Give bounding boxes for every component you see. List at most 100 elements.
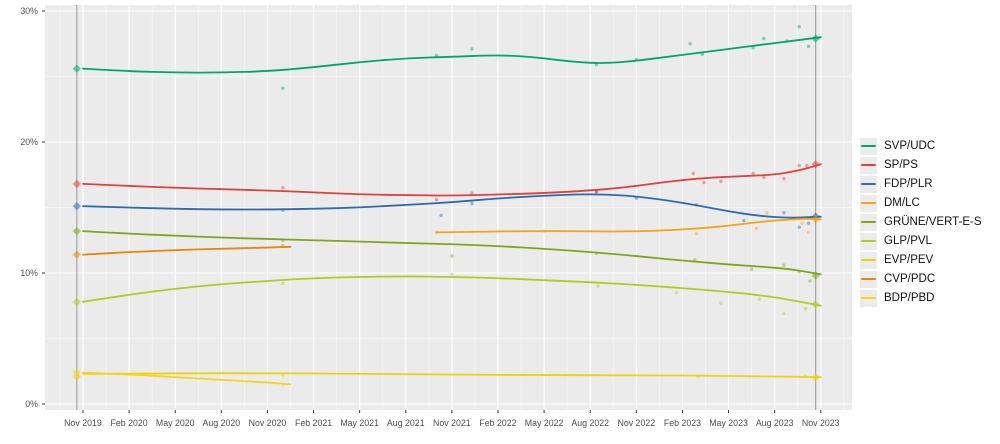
y-tick-label: 30%: [20, 6, 38, 16]
poll-point-fdp-plr: [594, 190, 599, 194]
legend-item-glp-pvl: GLP/PVL: [860, 232, 982, 250]
election-result-marker-svp-udc: [72, 64, 82, 73]
poll-point-svp-udc: [806, 44, 811, 49]
poll-point-dm-lc: [694, 232, 698, 236]
poll-point-sp-ps: [434, 197, 439, 202]
poll-point-sp-ps: [594, 190, 599, 194]
series-line-sp-ps: [82, 163, 822, 197]
election-result-marker-fdp-plr: [72, 201, 82, 211]
x-tick-label: May 2020: [156, 418, 195, 428]
x-tick-label: Aug 2021: [387, 418, 425, 428]
legend-key-line-icon: [860, 156, 877, 174]
poll-point-fdp-plr: [470, 201, 474, 206]
legend-key-line-icon: [860, 232, 877, 250]
x-tick-label: Nov 2022: [617, 418, 655, 428]
poll-point-glp-pvl: [803, 306, 808, 311]
poll-point-sp-ps: [719, 179, 723, 183]
legend-item-cvp-pdc: CVP/PDC: [860, 270, 982, 288]
legend-label: CVP/PDC: [884, 273, 936, 285]
x-tick-label: May 2022: [525, 418, 564, 428]
legend-label: BDP/PBD: [884, 292, 935, 304]
legend-item-evp-pev: EVP/PEV: [860, 251, 982, 269]
poll-point-svp-udc: [470, 47, 474, 51]
poll-point-sp-ps: [797, 163, 801, 168]
poll-point-glp-pvl: [596, 284, 600, 288]
poll-point-fdp-plr: [782, 211, 786, 215]
poll-point-glp-pvl: [757, 297, 761, 301]
legend-key-line-icon: [860, 137, 877, 155]
poll-point-dm-lc: [765, 211, 769, 215]
x-tick-label: Nov 2021: [433, 418, 471, 428]
poll-point-sp-ps: [281, 186, 285, 190]
legend-key-line-icon: [860, 175, 877, 193]
poll-point-gr-ne-vert-e-s: [782, 263, 786, 267]
poll-point-glp-pvl: [674, 290, 678, 295]
election-result-marker-gr-ne-vert-e-s: [811, 271, 820, 280]
legend-label: GRÜNE/VERT-E-S: [884, 216, 982, 228]
series-line-cvp-pdc: [82, 245, 292, 256]
legend-label: EVP/PEV: [884, 254, 934, 266]
legend-item-fdp-plr: FDP/PLR: [860, 175, 982, 193]
poll-point-svp-udc: [762, 36, 766, 41]
x-tick-label: Feb 2021: [295, 418, 332, 428]
election-result-marker-dm-lc: [811, 215, 820, 224]
series-line-gr-ne-vert-e-s: [82, 230, 822, 276]
poll-point-sp-ps: [691, 171, 695, 176]
election-result-marker-cvp-pdc: [72, 250, 82, 259]
poll-point-glp-pvl: [782, 311, 786, 316]
election-result-marker-bdp-pbd: [72, 368, 82, 377]
legend-item-svp-udc: SVP/UDC: [860, 137, 982, 155]
poll-point-gr-ne-vert-e-s: [749, 267, 754, 271]
x-tick-label: Aug 2020: [202, 418, 240, 428]
legend-label: GLP/PVL: [884, 235, 932, 247]
poll-point-svp-udc: [281, 86, 285, 91]
legend-key-line-icon: [860, 289, 877, 307]
x-tick-label: Feb 2022: [479, 418, 516, 428]
election-result-marker-glp-pvl: [72, 297, 82, 307]
series-line-svp-udc: [82, 36, 822, 74]
legend-key-line-icon: [860, 251, 877, 269]
poll-point-svp-udc: [688, 42, 692, 46]
poll-point-svp-udc: [751, 46, 755, 50]
x-tick-label: May 2023: [709, 418, 748, 428]
legend-label: FDP/PLR: [884, 178, 933, 190]
chart-legend: SVP/UDC SP/PS FDP/PLR DM/LC GRÜNE/VERT-E-S GL…: [860, 0, 982, 444]
election-result-marker-glp-pvl: [811, 300, 820, 309]
series-line-evp-pev: [82, 372, 822, 378]
y-tick-label: 20%: [20, 137, 38, 147]
poll-point-fdp-plr: [806, 221, 811, 225]
x-tick-label: Feb 2020: [111, 418, 148, 428]
poll-point-glp-pvl: [719, 301, 723, 305]
x-tick-label: Feb 2023: [664, 418, 701, 428]
election-result-marker-sp-ps: [811, 160, 820, 169]
legend-label: SP/PS: [884, 159, 918, 171]
series-line-fdp-plr: [82, 193, 822, 219]
poll-point-sp-ps: [751, 171, 755, 176]
poll-point-fdp-plr: [742, 218, 746, 223]
legend-key-line-icon: [860, 194, 877, 212]
x-tick-label: Nov 2019: [64, 418, 102, 428]
poll-point-glp-pvl: [450, 272, 454, 276]
legend-key-line-icon: [860, 213, 877, 231]
poll-point-svp-udc: [797, 25, 801, 29]
poll-point-gr-ne-vert-e-s: [450, 254, 454, 258]
poll-point-svp-udc: [434, 53, 439, 58]
legend-label: SVP/UDC: [884, 140, 936, 152]
election-result-marker-svp-udc: [811, 34, 820, 43]
poll-point-gr-ne-vert-e-s: [808, 279, 812, 283]
x-tick-label: Aug 2022: [571, 418, 609, 428]
poll-point-glp-pvl: [281, 281, 285, 286]
poll-point-sp-ps: [782, 177, 786, 181]
poll-point-sp-ps: [762, 175, 766, 180]
poll-point-sp-ps: [805, 163, 809, 168]
y-tick-label: 10%: [20, 268, 38, 278]
x-tick-label: Nov 2020: [249, 418, 287, 428]
legend-item-gr-ne-vert-e-s: GRÜNE/VERT-E-S: [860, 213, 982, 231]
election-result-marker-gr-ne-vert-e-s: [72, 226, 82, 236]
legend-item-sp-ps: SP/PS: [860, 156, 982, 174]
legend-item-bdp-pbd: BDP/PBD: [860, 289, 982, 307]
poll-point-fdp-plr: [797, 225, 801, 229]
legend-item-dm-lc: DM/LC: [860, 194, 982, 212]
